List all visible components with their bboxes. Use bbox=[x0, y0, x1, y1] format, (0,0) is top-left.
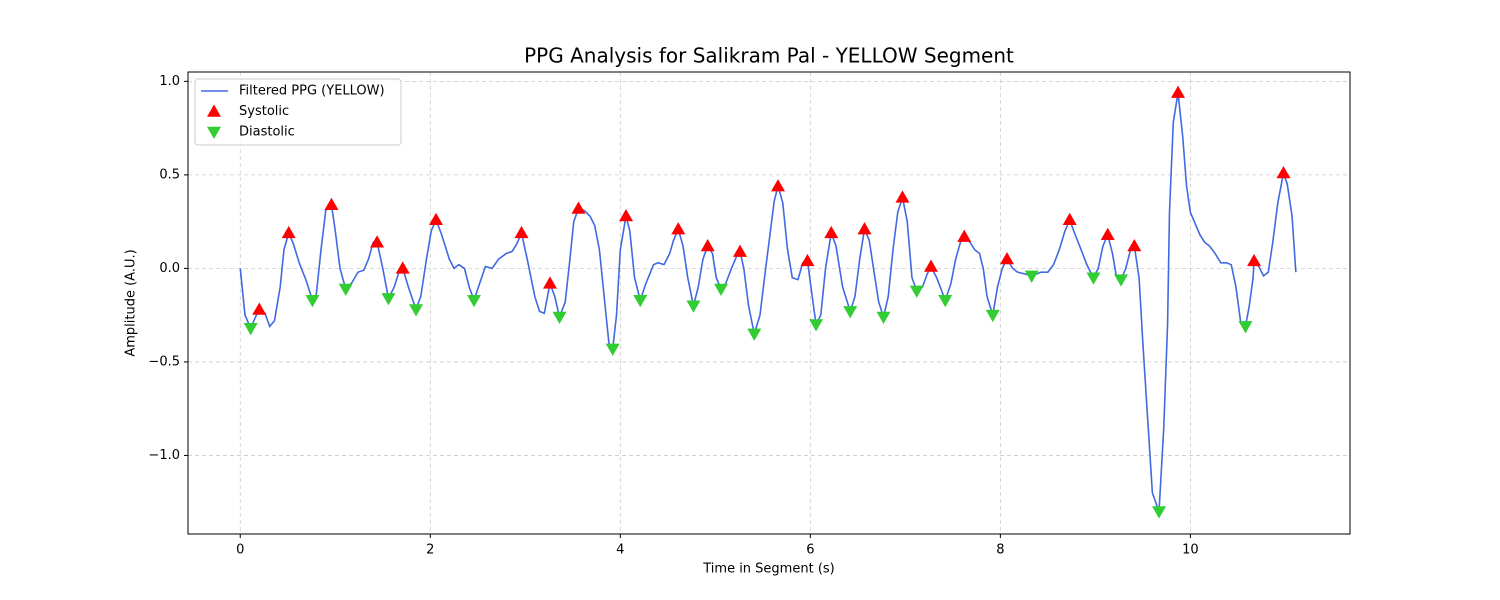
diastolic-marker bbox=[1024, 270, 1039, 283]
diastolic-marker bbox=[605, 343, 620, 356]
diastolic-marker bbox=[686, 300, 701, 313]
x-tick-label: 8 bbox=[996, 543, 1004, 558]
x-tick-label: 2 bbox=[426, 543, 434, 558]
legend-swatch bbox=[207, 126, 221, 139]
systolic-marker bbox=[619, 209, 634, 222]
diastolic-marker bbox=[338, 283, 353, 296]
systolic-marker bbox=[857, 222, 872, 235]
systolic-marker bbox=[671, 222, 686, 235]
systolic-marker bbox=[281, 225, 296, 239]
diastolic-marker bbox=[409, 304, 424, 317]
systolic-marker bbox=[1127, 238, 1142, 252]
diastolic-marker bbox=[809, 319, 824, 332]
diastolic-marker bbox=[466, 294, 481, 308]
systolic-marker bbox=[1276, 166, 1291, 179]
diastolic-marker bbox=[243, 323, 258, 336]
systolic-marker bbox=[542, 276, 557, 289]
systolic-marker bbox=[370, 235, 385, 248]
x-tick-label: 6 bbox=[806, 543, 814, 558]
y-tick-label: 0.5 bbox=[159, 167, 180, 182]
y-tick-label: −0.5 bbox=[148, 354, 180, 369]
diastolic-marker bbox=[1152, 506, 1167, 519]
diastolic-marker bbox=[938, 294, 953, 308]
diastolic-marker bbox=[381, 293, 396, 306]
diastolic-marker bbox=[843, 306, 858, 319]
systolic-marker bbox=[923, 259, 938, 272]
diastolic-marker bbox=[876, 311, 891, 325]
diastolic-marker bbox=[747, 328, 762, 341]
systolic-marker bbox=[957, 229, 972, 242]
diastolic-marker bbox=[633, 294, 648, 308]
systolic-marker bbox=[395, 261, 410, 274]
legend-box bbox=[194, 78, 402, 146]
diastolic-marker bbox=[552, 311, 567, 325]
x-tick-label: 10 bbox=[1182, 543, 1199, 558]
systolic-marker bbox=[733, 244, 748, 257]
systolic-marker bbox=[1247, 253, 1262, 267]
systolic-marker bbox=[324, 197, 339, 211]
y-tick-label: −1.0 bbox=[148, 448, 180, 463]
x-tick-label: 4 bbox=[616, 543, 624, 558]
systolic-marker bbox=[700, 238, 715, 252]
legend-label: Filtered PPG (YELLOW) bbox=[239, 84, 385, 99]
legend-label: Diastolic bbox=[239, 125, 295, 140]
chart-title: PPG Analysis for Salikram Pal - YELLOW S… bbox=[524, 44, 1014, 68]
diastolic-marker bbox=[985, 309, 1000, 323]
diastolic-marker bbox=[1086, 272, 1101, 285]
y-tick-label: 0.0 bbox=[159, 261, 180, 276]
systolic-marker bbox=[1000, 252, 1015, 265]
systolic-marker bbox=[1171, 85, 1186, 98]
diastolic-marker bbox=[1238, 321, 1253, 334]
systolic-marker bbox=[1062, 212, 1077, 226]
x-axis-label: Time in Segment (s) bbox=[702, 562, 834, 577]
legend-swatch bbox=[207, 104, 221, 117]
systolic-marker bbox=[824, 225, 839, 239]
systolic-marker bbox=[1100, 227, 1115, 240]
systolic-marker bbox=[571, 201, 586, 214]
y-axis-label: Amplitude (A.U.) bbox=[124, 249, 139, 356]
systolic-marker bbox=[252, 302, 267, 315]
ppg-line bbox=[239, 92, 1297, 512]
diastolic-marker bbox=[714, 283, 729, 296]
plot-frame bbox=[187, 71, 1351, 535]
diastolic-marker bbox=[305, 294, 320, 308]
systolic-marker bbox=[771, 179, 786, 192]
diastolic-marker bbox=[909, 285, 924, 298]
diastolic-marker bbox=[1114, 274, 1129, 287]
x-tick-label: 0 bbox=[236, 543, 244, 558]
systolic-marker bbox=[800, 253, 815, 267]
systolic-marker bbox=[428, 212, 443, 226]
systolic-marker bbox=[895, 190, 910, 203]
legend-label: Systolic bbox=[239, 104, 289, 119]
y-tick-label: 1.0 bbox=[159, 74, 180, 89]
systolic-marker bbox=[514, 225, 529, 239]
